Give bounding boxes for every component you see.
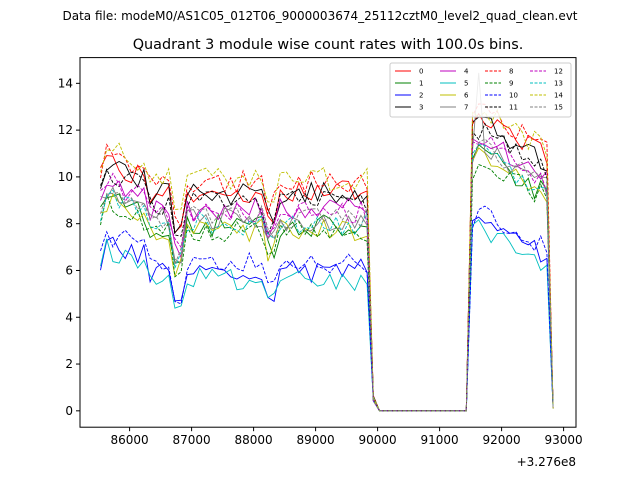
legend-label-5: 5 — [464, 80, 468, 88]
legend-label-0: 0 — [419, 68, 423, 76]
legend-label-15: 15 — [554, 104, 563, 112]
x-tick-label: 89000 — [297, 433, 335, 447]
series-line-14 — [100, 108, 554, 412]
ticks-layer: 86000 87000 88000 89000 90000 91000 92000 93000… — [58, 76, 583, 447]
series-line-5 — [100, 219, 554, 412]
series-line-0 — [100, 112, 554, 412]
series-line-11 — [100, 122, 554, 412]
legend-label-8: 8 — [509, 68, 513, 76]
y-tick-label: 8 — [65, 217, 73, 231]
series-line-9 — [100, 164, 554, 412]
legend-label-11: 11 — [509, 104, 518, 112]
series-line-3 — [100, 116, 554, 412]
legend-label-2: 2 — [419, 92, 423, 100]
legend-label-9: 9 — [509, 80, 513, 88]
series-line-12 — [100, 135, 554, 412]
legend-label-13: 13 — [554, 80, 563, 88]
series-layer — [100, 72, 554, 412]
x-tick-label: 93000 — [545, 433, 583, 447]
y-tick-label: 14 — [58, 76, 73, 90]
series-line-8 — [100, 103, 554, 412]
series-line-4 — [100, 137, 554, 412]
series-line-15 — [100, 138, 554, 412]
x-tick-label: 87000 — [173, 433, 211, 447]
legend-label-12: 12 — [554, 68, 563, 76]
y-tick-label: 10 — [58, 170, 73, 184]
legend-label-3: 3 — [419, 104, 423, 112]
legend-label-4: 4 — [464, 68, 469, 76]
x-tick-label: 90000 — [359, 433, 397, 447]
y-tick-label: 6 — [65, 263, 73, 277]
x-tick-label: 86000 — [111, 433, 149, 447]
series-line-10 — [100, 205, 554, 412]
legend-label-7: 7 — [464, 104, 468, 112]
legend-label-14: 14 — [554, 92, 563, 100]
y-tick-label: 0 — [65, 404, 73, 418]
legend-box — [389, 62, 572, 118]
axes-frame — [79, 57, 577, 428]
series-line-13 — [100, 144, 554, 412]
legend-label-1: 1 — [419, 80, 423, 88]
chart-title: Quadrant 3 module wise count rates with … — [133, 37, 524, 53]
x-offset-label: +3.276e8 — [517, 455, 576, 469]
legend-label-6: 6 — [464, 92, 469, 100]
series-line-6 — [100, 147, 554, 412]
y-tick-label: 4 — [65, 310, 73, 324]
y-tick-label: 2 — [65, 357, 73, 371]
x-tick-label: 92000 — [483, 433, 521, 447]
y-tick-label: 12 — [58, 123, 73, 137]
x-tick-label: 91000 — [421, 433, 459, 447]
series-line-2 — [100, 216, 554, 412]
x-tick-label: 88000 — [235, 433, 273, 447]
chart-suptitle: Data file: modeM0/AS1C05_012T06_90000036… — [62, 9, 577, 23]
legend-label-10: 10 — [509, 92, 518, 100]
